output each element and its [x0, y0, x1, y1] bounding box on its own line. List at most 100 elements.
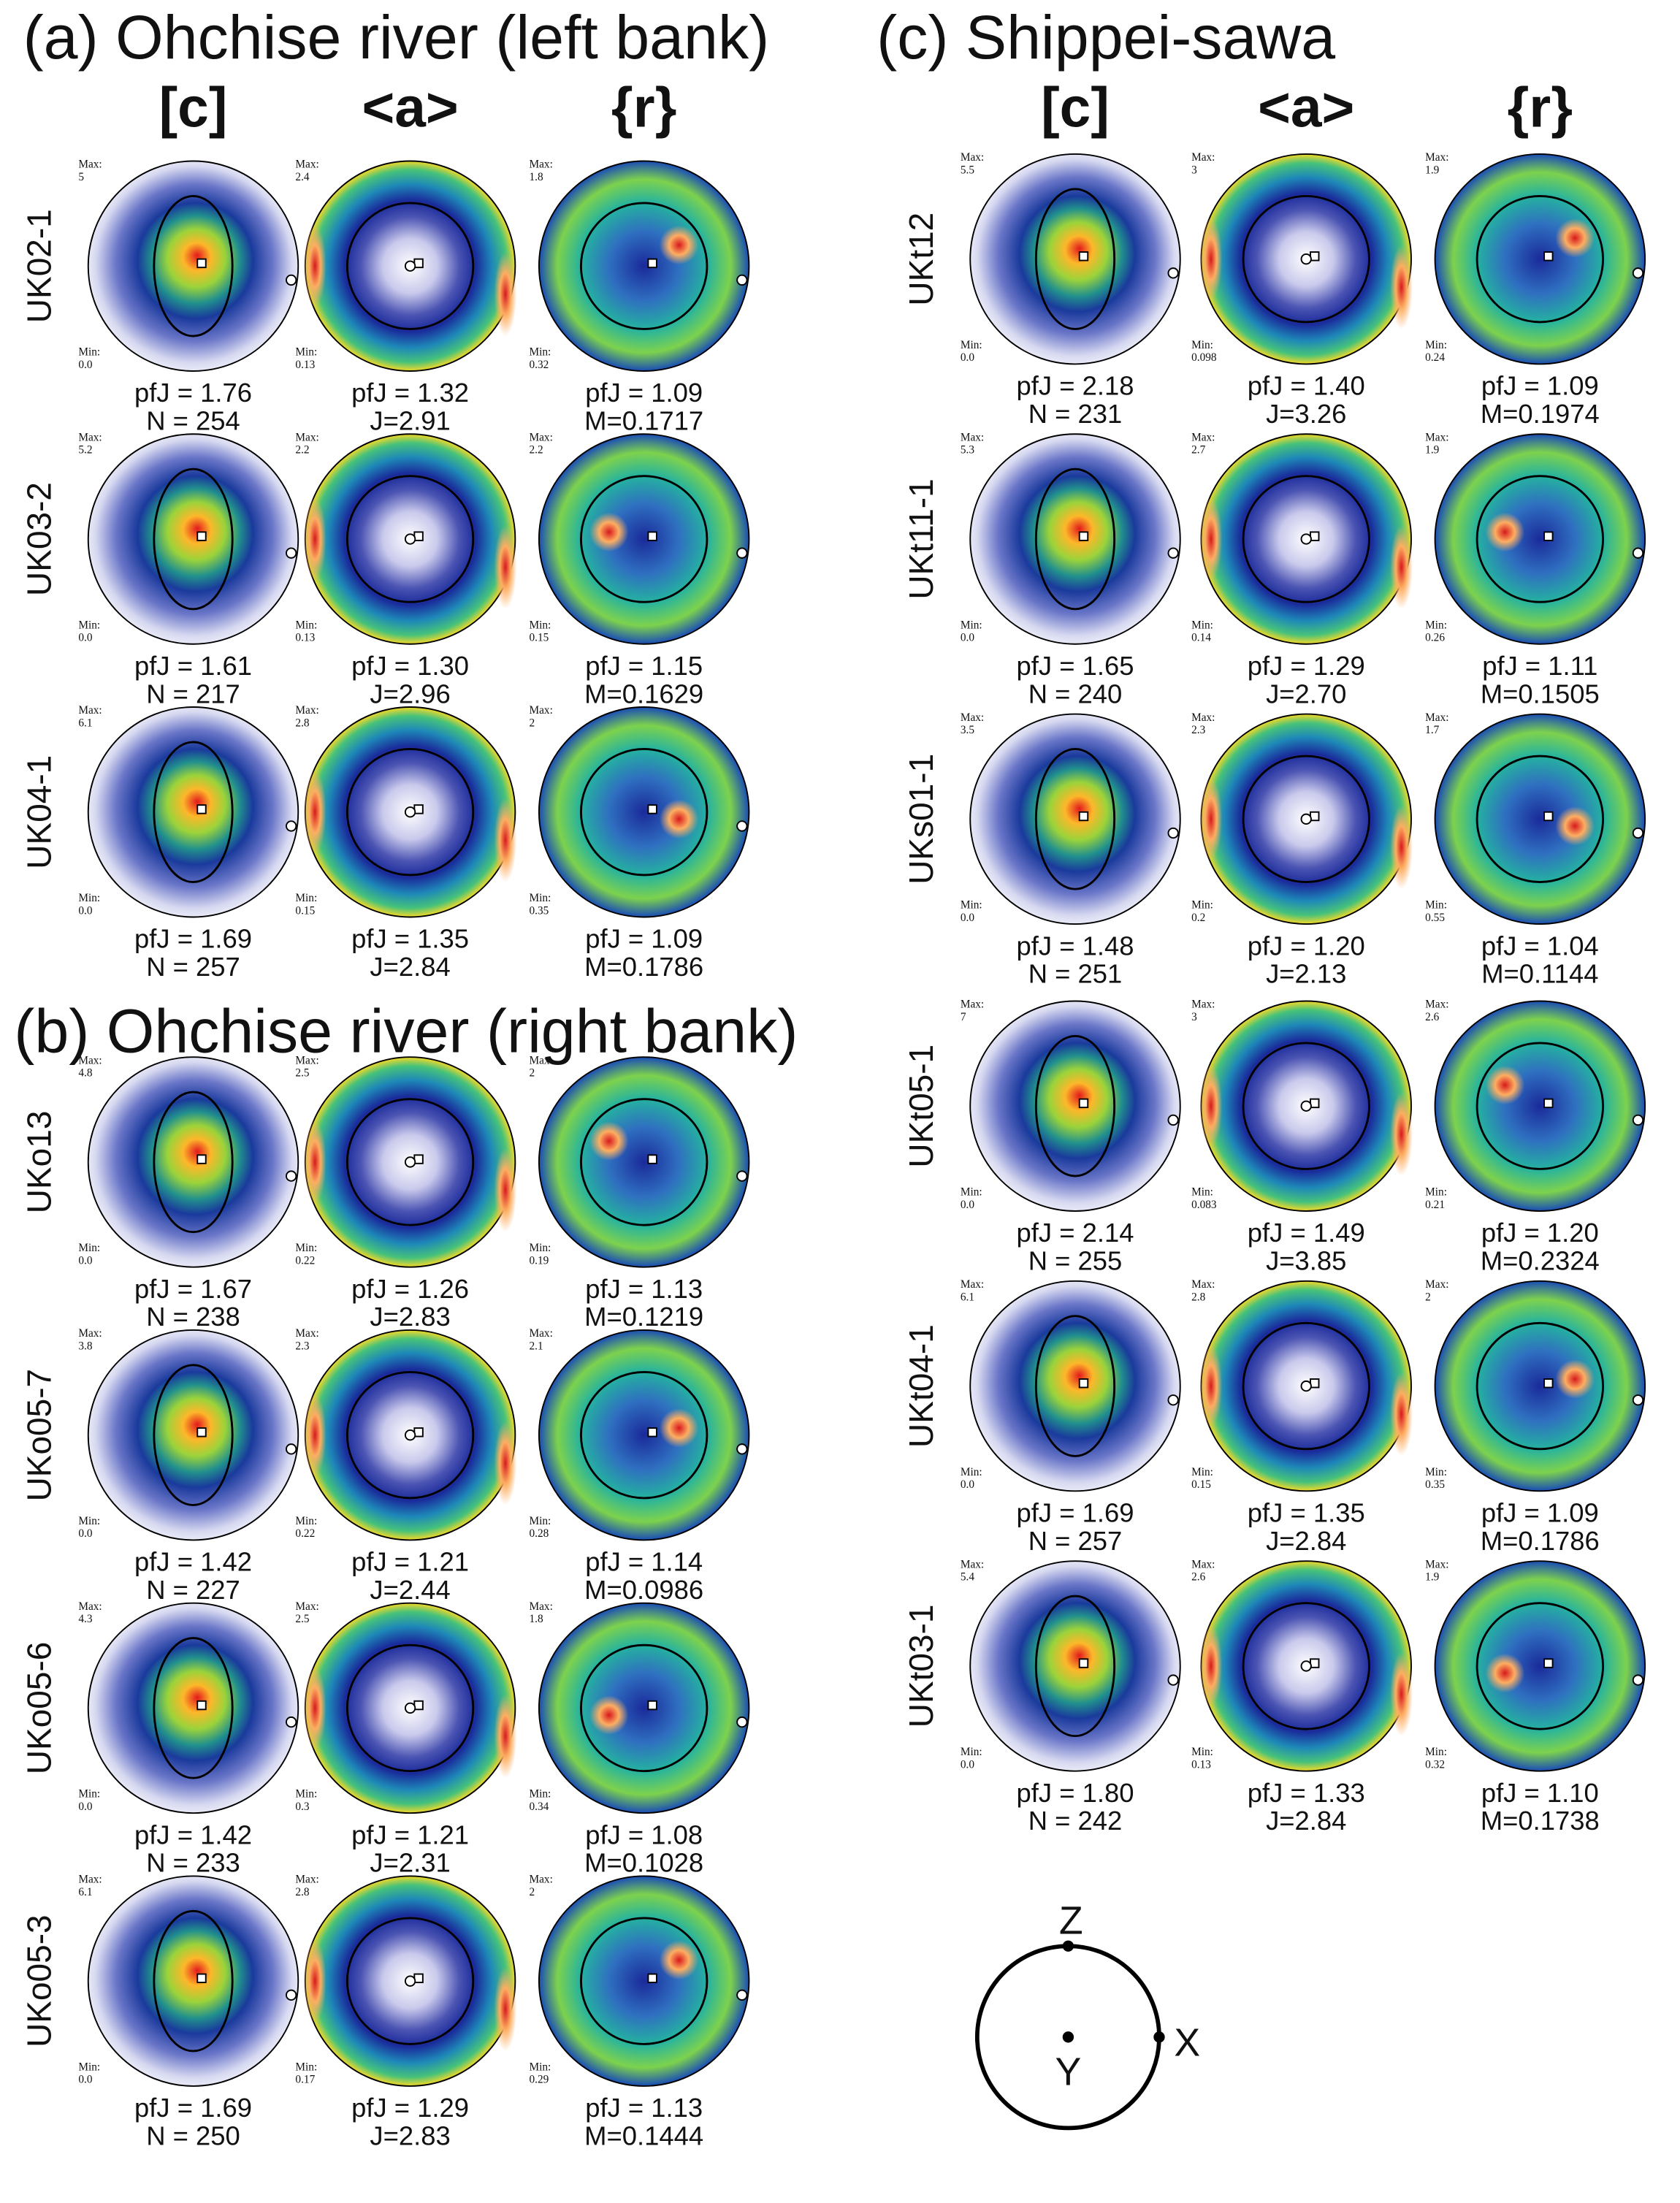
min-value: 0.0 — [78, 904, 92, 917]
pole-figure: Max:2.3 Min:0.2 pfJ = 1.20J=2.13 — [1191, 711, 1413, 989]
max-value: 5.5 — [961, 164, 974, 176]
pole-figure: Max:2 Min:0.29 pfJ = 1.13M=0.1444 — [530, 1874, 750, 2150]
index-value: pfJ = 1.40 — [1248, 371, 1365, 401]
index-value: J=2.31 — [370, 1848, 450, 1878]
index-value: pfJ = 1.21 — [351, 1547, 469, 1577]
index-value: pfJ = 1.69 — [134, 924, 252, 954]
min-value: 0.0 — [78, 1254, 92, 1267]
index-value: pfJ = 1.32 — [351, 378, 469, 408]
max-marker — [647, 1700, 657, 1711]
pole-figure-fill — [969, 153, 1181, 365]
index-value: pfJ = 1.08 — [585, 1820, 703, 1849]
index-value: J=3.85 — [1266, 1246, 1346, 1276]
index-value: pfJ = 1.49 — [1248, 1218, 1365, 1248]
pole-figure: Max:2 Min:0.19 pfJ = 1.13M=0.1219 — [530, 1054, 750, 1332]
pole-figure: Max:2.5 Min:0.3 pfJ = 1.21J=2.31 — [295, 1600, 517, 1878]
pole-figure: Max:1.9 Min:0.32 pfJ = 1.10M=0.1738 — [1425, 1558, 1646, 1836]
contour — [1475, 1321, 1605, 1451]
max-label: Max: — [1191, 1278, 1215, 1291]
index-value: M=0.0986 — [584, 1575, 703, 1605]
max-marker — [1078, 251, 1089, 261]
max-value: 2 — [530, 1067, 535, 1080]
reference-marker — [1632, 1674, 1644, 1686]
pole-figure-fill — [969, 1280, 1181, 1492]
max-marker — [647, 1973, 657, 1984]
index-value: pfJ = 1.76 — [134, 378, 252, 408]
x-label: X — [1174, 2020, 1200, 2064]
density-maximum — [1485, 1653, 1525, 1693]
edge-maximum — [494, 1966, 517, 2051]
pole-figure: Max:1.7 Min:0.55 pfJ = 1.04M=0.1144 — [1425, 711, 1646, 989]
index-value: pfJ = 1.10 — [1481, 1778, 1599, 1808]
sample-label: UKt05-1 — [902, 1045, 940, 1168]
reference-marker — [286, 820, 297, 832]
max-label: Max: — [530, 1874, 553, 1886]
max-label: Max: — [530, 1600, 553, 1613]
edge-maximum — [1390, 524, 1413, 609]
index-value: M=0.1974 — [1481, 399, 1600, 429]
index-value: M=0.1786 — [584, 952, 703, 982]
pole-figure: Max:2.8 Min:0.17 pfJ = 1.29J=2.83 — [295, 1874, 517, 2150]
min-label: Min: — [1191, 1466, 1213, 1478]
index-value: N = 257 — [1028, 1526, 1123, 1556]
min-label: Min: — [1425, 619, 1447, 631]
pole-figure-fill — [969, 433, 1181, 645]
index-value: J=2.91 — [370, 406, 450, 436]
sample-label: UK04-1 — [20, 755, 58, 869]
max-marker — [1078, 811, 1089, 822]
density-maximum — [659, 225, 699, 265]
min-label: Min: — [961, 1186, 982, 1199]
sample-label: UK02-1 — [20, 209, 58, 323]
pole-figure: Max:2.6 Min:0.13 pfJ = 1.33J=2.84 — [1191, 1558, 1413, 1836]
edge-maximum — [1199, 1344, 1223, 1429]
min-value: 0.17 — [295, 2074, 315, 2086]
min-value: 0.0 — [78, 1801, 92, 1813]
pole-figure: Max:2.2 Min:0.15 pfJ = 1.15M=0.1629 — [530, 431, 750, 709]
contour — [153, 741, 234, 883]
density-maximum — [1485, 512, 1525, 552]
index-value: pfJ = 2.14 — [1017, 1218, 1134, 1248]
z-point — [1062, 1940, 1074, 1952]
min-label: Min: — [295, 2061, 317, 2073]
min-label: Min: — [530, 619, 551, 631]
pole-figure-fill — [1434, 1280, 1646, 1492]
reference-marker — [1632, 1394, 1644, 1406]
max-marker — [196, 1700, 207, 1711]
edge-maximum — [1390, 805, 1413, 890]
max-value: 5.2 — [78, 444, 92, 457]
y-point — [1062, 2031, 1074, 2043]
max-label: Max: — [295, 1327, 318, 1340]
pole-figure-fill — [538, 706, 750, 918]
min-value: 0.32 — [530, 359, 549, 371]
max-marker — [1543, 811, 1554, 822]
max-marker — [196, 1973, 207, 1984]
min-label: Min: — [78, 892, 100, 904]
sample-label: UK03-2 — [20, 482, 58, 596]
edge-maximum — [303, 1120, 327, 1204]
pole-figure-fill — [87, 433, 299, 645]
max-label: Max: — [530, 1327, 553, 1340]
min-value: 0.13 — [295, 359, 315, 371]
max-marker — [196, 258, 207, 269]
pole-figure-fill — [87, 1602, 299, 1814]
contour — [579, 475, 709, 603]
min-label: Min: — [961, 1746, 982, 1758]
density-maximum — [1555, 806, 1595, 846]
contour — [1242, 755, 1370, 883]
pole-figure: Max:2.8 Min:0.15 pfJ = 1.35J=2.84 — [295, 704, 517, 982]
z-label: Z — [1059, 1899, 1083, 1943]
max-label: Max: — [295, 704, 318, 717]
max-value: 2.4 — [295, 171, 309, 183]
min-value: 0.0 — [961, 351, 974, 364]
min-label: Min: — [78, 1788, 100, 1801]
contour — [1475, 475, 1605, 603]
contour — [1242, 475, 1370, 603]
min-value: 0.55 — [1425, 912, 1445, 924]
max-value: 1.9 — [1425, 164, 1439, 176]
pole-figure: Max:1.8 Min:0.32 pfJ = 1.09M=0.1717 — [530, 159, 750, 436]
contour — [345, 202, 475, 330]
pole-figure: Max:1.9 Min:0.24 pfJ = 1.09M=0.1974 — [1425, 151, 1646, 429]
contour — [345, 1098, 475, 1226]
sample-label: UKo05-6 — [20, 1642, 58, 1775]
